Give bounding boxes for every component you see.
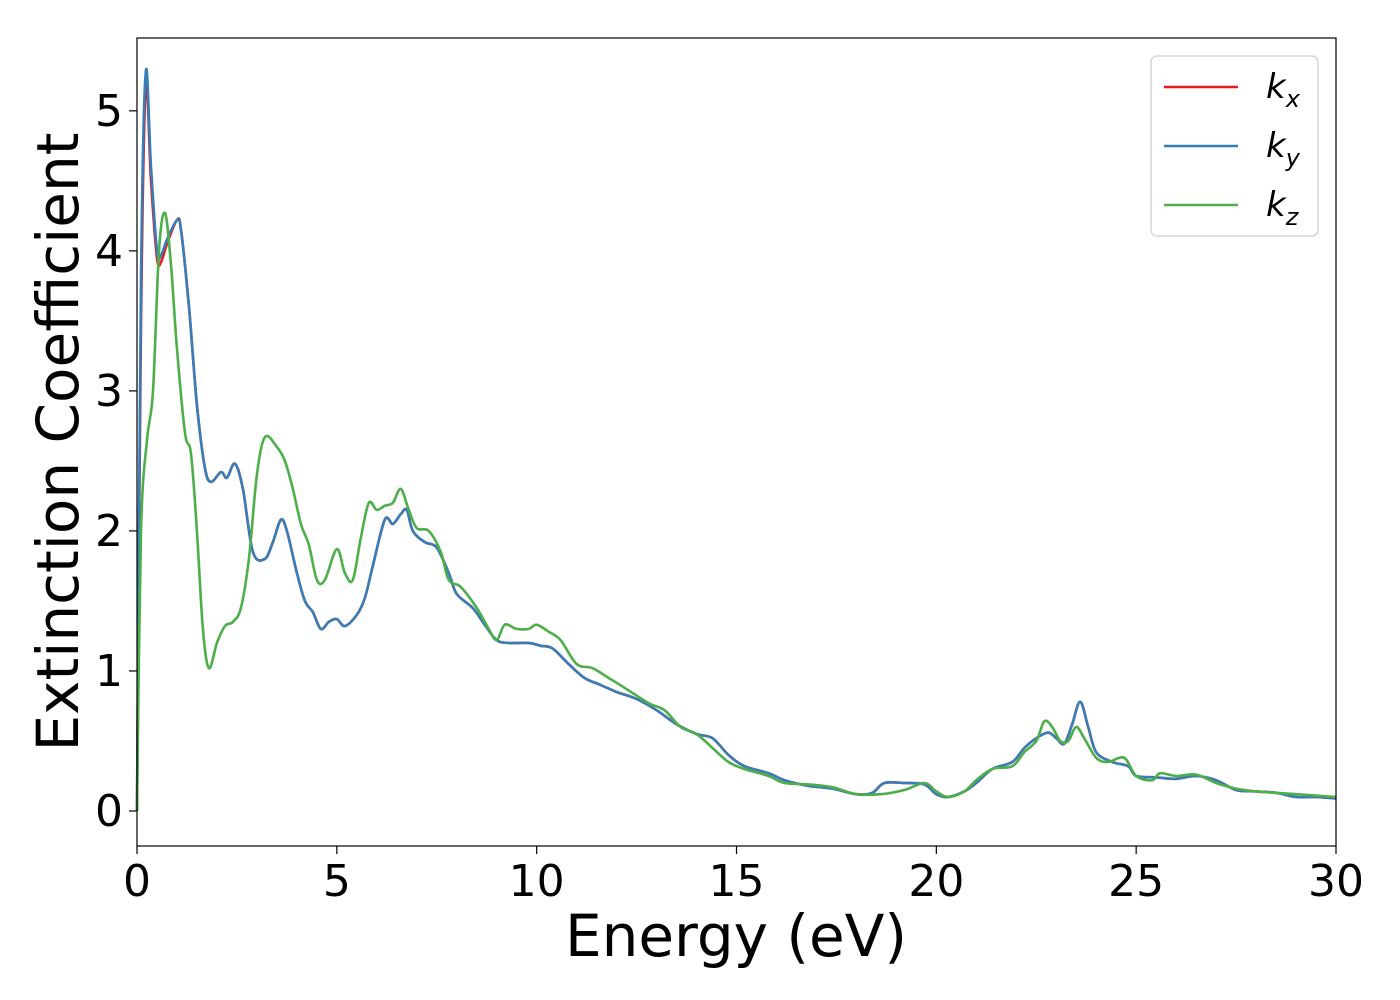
legend-label-base: k	[1266, 126, 1287, 166]
y-tick-label: 4	[95, 226, 123, 277]
x-tick-label: 25	[1108, 856, 1164, 907]
legend-label-subscript: x	[1285, 85, 1301, 113]
y-tick-label: 3	[95, 366, 123, 417]
y-axis-label: Extinction Coefficient	[24, 133, 92, 752]
x-axis: 0 5 10 15 20 25 30	[123, 846, 1364, 907]
y-tick-label: 0	[95, 786, 123, 837]
x-tick-label: 10	[509, 856, 565, 907]
x-tick-label: 20	[908, 856, 964, 907]
y-axis: 0 1 2 3 4 5	[95, 86, 137, 837]
series-line-ky	[135, 67, 1337, 812]
x-tick-label: 5	[323, 856, 351, 907]
x-axis-label: Energy (eV)	[565, 902, 907, 970]
x-tick-label: 15	[709, 856, 765, 907]
x-tick-label: 0	[123, 856, 151, 907]
legend-label-base: k	[1266, 185, 1287, 225]
legend-label-subscript: y	[1285, 144, 1301, 172]
legend-label-kx: kx	[1266, 67, 1301, 113]
series-line-kz	[135, 211, 1337, 812]
legend-label-subscript: z	[1285, 203, 1300, 231]
y-tick-label: 5	[95, 86, 123, 137]
series-layer	[135, 67, 1337, 812]
plot-background	[137, 38, 1336, 846]
y-tick-label: 1	[95, 646, 123, 697]
legend-label-ky: ky	[1266, 126, 1301, 172]
legend-label-base: k	[1266, 67, 1287, 107]
y-tick-label: 2	[95, 506, 123, 557]
x-tick-label: 30	[1308, 856, 1364, 907]
legend-label-kz: kz	[1266, 185, 1300, 231]
